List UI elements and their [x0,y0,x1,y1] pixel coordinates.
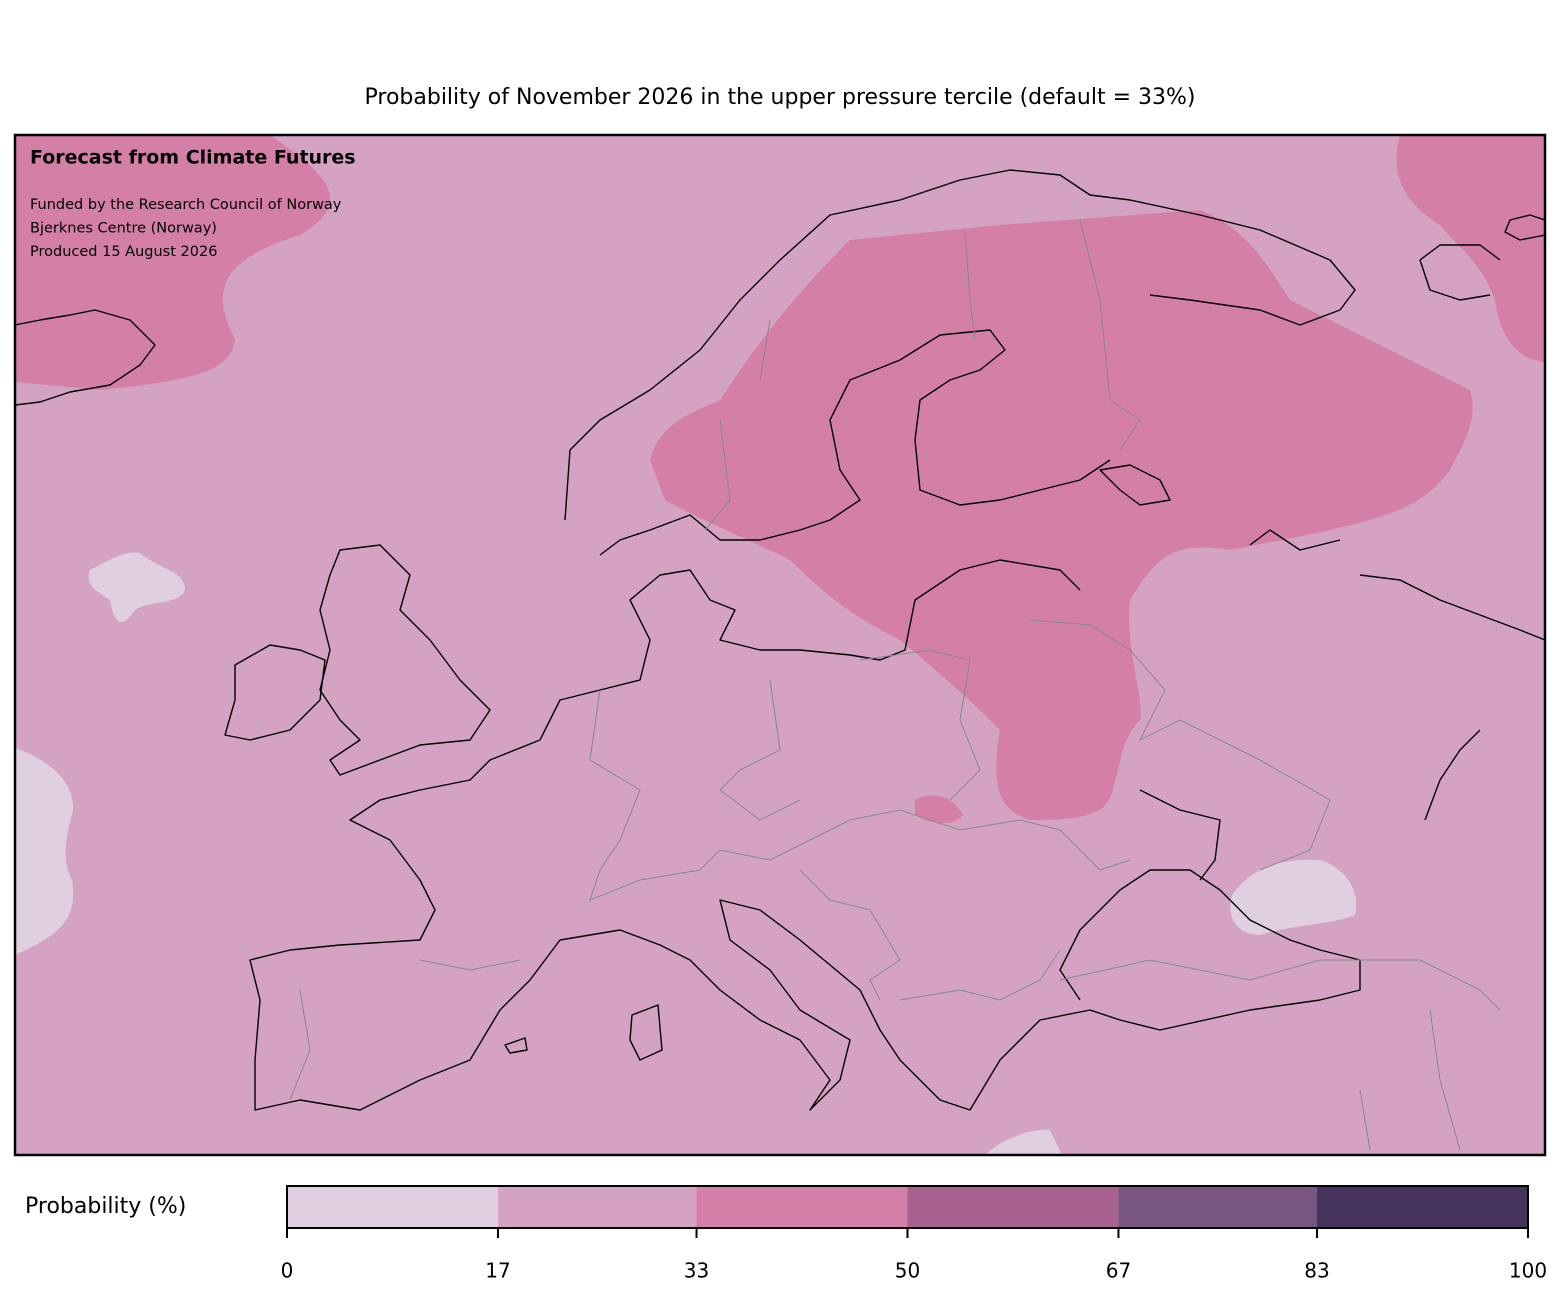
probability-region [915,795,963,824]
annotation-heading: Forecast from Climate Futures [30,147,356,169]
colorbar-tick-label: 100 [1509,1259,1547,1283]
map-title: Probability of November 2026 in the uppe… [365,85,1196,110]
annotation-line: Bjerknes Centre (Norway) [30,221,217,237]
colorbar-tick-label: 33 [684,1259,709,1283]
colorbar-segment [907,1186,1119,1228]
probability-field [15,135,1545,1155]
colorbar-segment [696,1186,908,1228]
colorbar-label: Probability (%) [25,1194,186,1219]
colorbar-tick-label: 83 [1304,1259,1329,1283]
colorbar-segment [1317,1186,1528,1228]
map [15,135,1545,1155]
coastlines [15,169,1545,1111]
colorbar-tick-label: 50 [895,1259,920,1283]
probability-region [88,552,185,622]
probability-region [1230,859,1357,935]
colorbar-tick-label: 67 [1106,1259,1131,1283]
borders [289,219,1501,1151]
probability-region [985,1129,1062,1155]
probability-region [650,210,1473,820]
map-frame [13,133,1547,1157]
probability-region [1396,135,1545,362]
probability-region [15,135,331,390]
colorbar-tick-label: 0 [281,1259,294,1283]
annotation-line: Funded by the Research Council of Norway [30,197,342,213]
probability-region [15,748,74,955]
annotation-line: Produced 15 August 2026 [30,244,217,260]
colorbar-segment [1118,1186,1318,1228]
colorbar-tick-label: 17 [485,1259,510,1283]
colorbar: 0 17 33 50 67 83 100 [281,1185,1547,1283]
annotation: Funded by the Research Council of Norway… [30,197,342,260]
colorbar-segment [287,1186,498,1228]
colorbar-segment [497,1186,697,1228]
